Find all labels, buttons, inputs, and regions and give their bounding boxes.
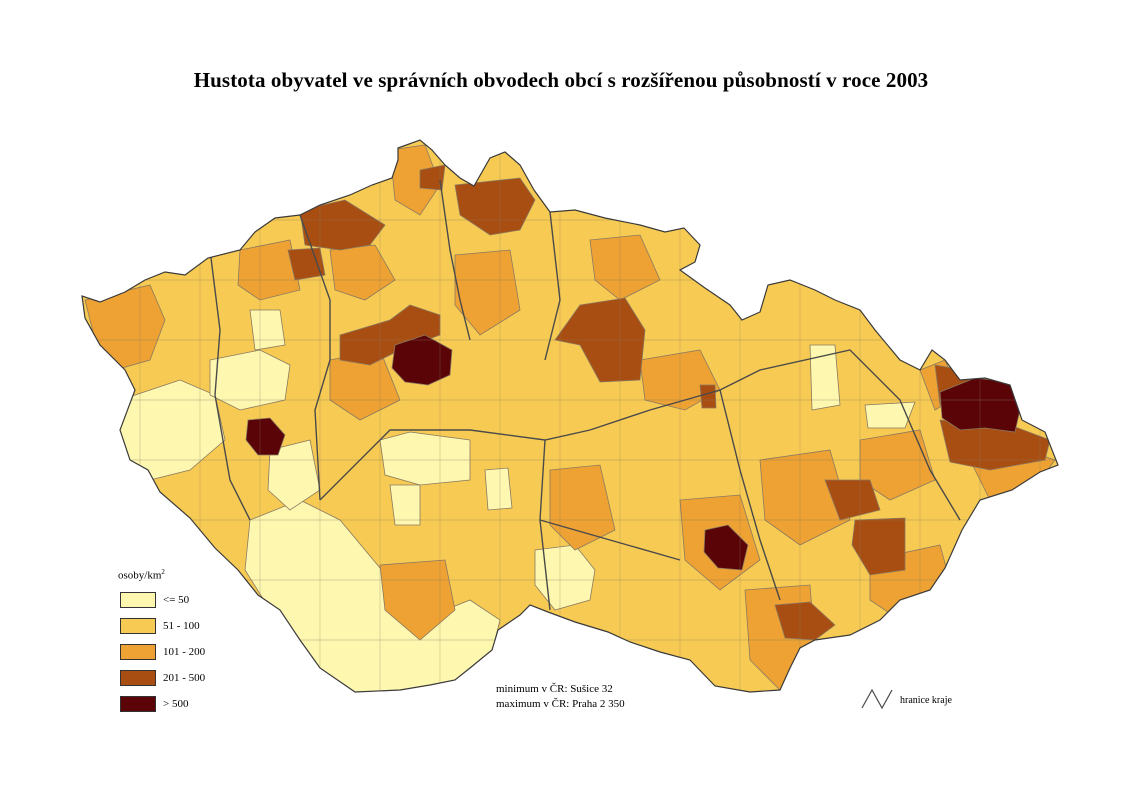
legend-item: 101 - 200: [120, 644, 240, 664]
maximum-note: maximum v ČR: Praha 2 350: [496, 698, 625, 710]
legend-item: <= 50: [120, 592, 240, 612]
legend-item: > 500: [120, 696, 240, 716]
legend-label: 51 - 100: [163, 620, 200, 632]
legend-label: 101 - 200: [163, 646, 206, 658]
border-key-label: hranice kraje: [900, 695, 952, 706]
legend-title: osoby/km2: [118, 568, 165, 582]
region-border-zigzag-icon: [861, 688, 893, 710]
legend-item: 201 - 500: [120, 670, 240, 690]
legend-swatch: [120, 670, 156, 686]
minimum-note: minimum v ČR: Sušice 32: [496, 683, 613, 695]
legend-label: 201 - 500: [163, 672, 206, 684]
legend-swatch: [120, 696, 156, 712]
map-title: Hustota obyvatel ve správních obvodech o…: [193, 68, 929, 92]
legend-swatch: [120, 618, 156, 634]
legend-swatch: [120, 592, 156, 608]
legend-label: > 500: [163, 698, 189, 710]
legend-swatch: [120, 644, 156, 660]
legend-label: <= 50: [163, 594, 190, 606]
stats-note: minimum v ČR: Sušice 32 maximum v ČR: Pr…: [496, 682, 625, 712]
legend-item: 51 - 100: [120, 618, 240, 638]
